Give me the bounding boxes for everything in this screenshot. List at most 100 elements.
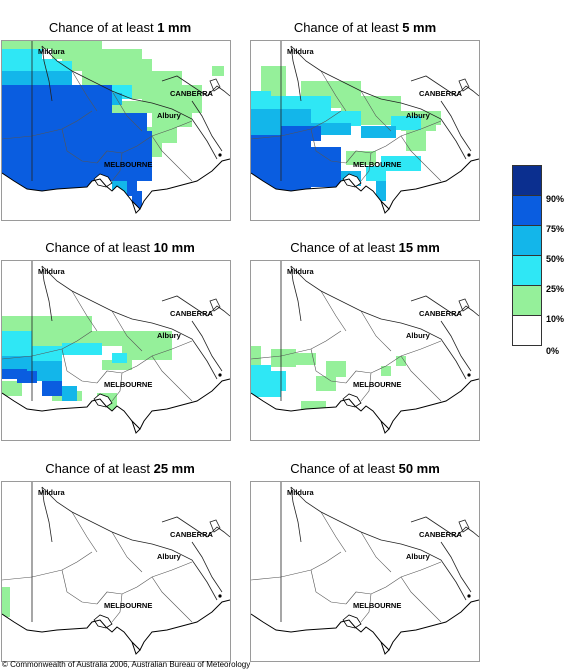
state-border	[290, 45, 467, 160]
map-svg: Mildura CANBERRA Albury MELBOURNE	[251, 482, 479, 661]
place-label-albury: Albury	[406, 111, 431, 120]
town-dot	[218, 594, 222, 598]
district-boundary	[320, 70, 347, 112]
state-border	[458, 298, 470, 312]
place-label-mildura: Mildura	[38, 488, 65, 497]
probability-cell	[281, 126, 321, 141]
probability-cell	[52, 49, 142, 59]
copyright-footer: © Commonwealth of Australia 2006, Austra…	[2, 660, 251, 669]
probability-cell	[2, 49, 42, 59]
district-boundary	[360, 531, 392, 573]
probability-cell	[251, 181, 296, 191]
probability-cell	[251, 385, 281, 397]
place-label-melbourne: MELBOURNE	[104, 160, 152, 169]
probability-cell	[112, 113, 147, 133]
ocean-area	[251, 379, 479, 440]
district-boundary	[71, 511, 98, 553]
state-border	[458, 78, 470, 92]
district-boundary	[345, 340, 442, 384]
probability-cell	[127, 181, 137, 196]
town-dot	[218, 373, 222, 377]
district-boundary	[71, 70, 98, 112]
district-boundary	[251, 551, 342, 581]
state-border	[410, 516, 479, 538]
district-boundary	[111, 593, 123, 623]
district-boundary	[96, 340, 193, 384]
coastline	[2, 158, 230, 210]
probability-cell	[271, 96, 331, 111]
state-border	[290, 486, 467, 601]
rain-map-50mm: Mildura CANBERRA Albury MELBOURNE	[250, 481, 480, 662]
district-boundary	[111, 152, 123, 182]
district-boundary	[111, 90, 143, 132]
probability-cell	[82, 71, 182, 85]
place-label-canberra: CANBERRA	[170, 309, 214, 318]
panel-title-amount: 10 mm	[153, 240, 195, 255]
district-boundary	[360, 90, 392, 132]
place-label-canberra: CANBERRA	[419, 309, 463, 318]
panel-title: Chance of at least 10 mm	[0, 240, 240, 255]
legend-label: 90%	[546, 194, 565, 204]
probability-cell	[316, 376, 336, 391]
district-boundary	[345, 120, 442, 164]
promontory	[380, 641, 390, 655]
state-border	[41, 45, 218, 160]
promontory	[131, 420, 141, 434]
panel-title-amount: 1 mm	[157, 20, 192, 35]
state-border	[161, 295, 230, 317]
district-boundary	[360, 152, 372, 182]
probability-cell	[122, 346, 172, 360]
probability-cell	[62, 59, 152, 71]
probability-cell	[2, 71, 72, 85]
state-border	[161, 75, 230, 97]
probability-cell	[2, 369, 27, 379]
probability-cell	[112, 353, 127, 363]
panel-title-amount: 50 mm	[398, 461, 440, 476]
place-label-mildura: Mildura	[287, 488, 314, 497]
state-border	[209, 519, 221, 533]
probability-cell	[406, 131, 426, 151]
legend-swatch-10-25	[512, 286, 542, 316]
district-boundary	[61, 569, 98, 605]
probability-cell	[32, 331, 172, 346]
place-label-melbourne: MELBOURNE	[353, 380, 401, 389]
map-svg: Mildura CANBERRA Albury MELBOURNE	[2, 261, 230, 440]
probability-cell	[296, 353, 316, 365]
ocean-area	[2, 379, 230, 440]
probability-cell	[366, 166, 386, 181]
probability-cell	[147, 127, 177, 143]
state-border	[41, 486, 218, 601]
port-phillip-bay	[342, 614, 362, 629]
probability-cell	[212, 66, 224, 76]
state-border	[290, 486, 302, 543]
probability-cell	[112, 85, 202, 99]
panel-title-prefix: Chance of at least	[45, 461, 154, 476]
probability-cell	[142, 99, 202, 113]
panel-title-amount: 25 mm	[153, 461, 195, 476]
district-boundary	[360, 310, 392, 352]
legend-label: 25%	[546, 284, 565, 294]
place-label-mildura: Mildura	[287, 267, 314, 276]
panel-title-prefix: Chance of at least	[48, 20, 158, 35]
panel-title: Chance of at least 50 mm	[245, 461, 485, 476]
place-label-albury: Albury	[157, 331, 182, 340]
rain-map-10mm: Mildura CANBERRA Albury MELBOURNE	[1, 260, 231, 441]
legend-label: 75%	[546, 224, 565, 234]
district-boundary	[151, 135, 193, 182]
rain-map-1mm: Mildura CANBERRA Albury MELBOURNE	[1, 40, 231, 221]
place-label-canberra: CANBERRA	[170, 530, 214, 539]
panel-title: Chance of at least 1 mm	[0, 20, 240, 35]
probability-cell	[2, 331, 32, 346]
port-phillip-bay	[342, 173, 362, 188]
district-boundary	[151, 355, 193, 402]
town-dot	[467, 153, 471, 157]
ocean-area	[2, 600, 230, 661]
state-border	[410, 75, 479, 97]
coastline	[251, 599, 479, 651]
panel-title-amount: 5 mm	[402, 20, 437, 35]
probability-cell	[396, 356, 406, 366]
district-boundary	[400, 355, 442, 402]
place-label-melbourne: MELBOURNE	[104, 601, 152, 610]
probability-cell	[2, 316, 92, 331]
state-border	[290, 265, 302, 322]
